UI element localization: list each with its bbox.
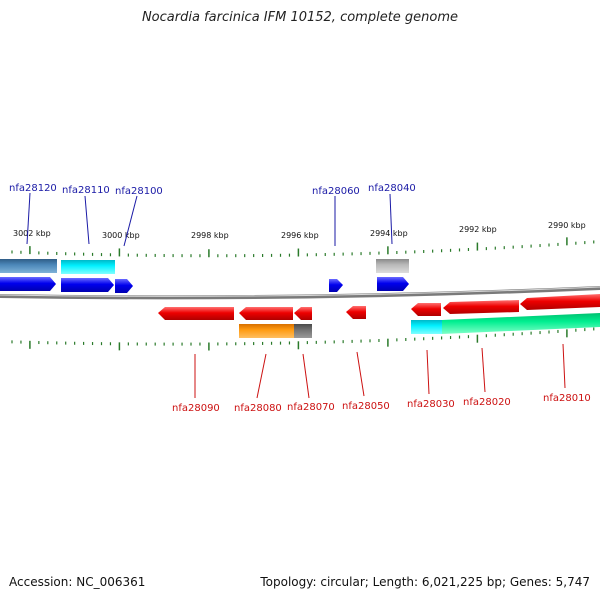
gene-label[interactable]: nfa28070	[287, 402, 335, 413]
accession-text: Accession: NC_006361	[9, 575, 146, 589]
feature-bar-nfa28110[interactable]	[61, 260, 115, 274]
gene-label[interactable]: nfa28010	[543, 393, 591, 404]
scale-tick-label: 2996 kbp	[281, 231, 319, 240]
leader-line	[302, 353, 310, 399]
gene-arrow-nfa28110[interactable]	[61, 278, 114, 292]
leader-line	[356, 351, 365, 397]
leader-line	[562, 343, 566, 389]
gene-arrow-nfa28120[interactable]	[0, 277, 56, 291]
gene-label[interactable]: nfa28100	[115, 186, 163, 197]
gene-arrow-nfa28030[interactable]	[411, 303, 441, 316]
leader-line	[26, 192, 31, 245]
gene-arrow-nfa28020[interactable]	[443, 300, 519, 314]
leader-line	[256, 353, 267, 399]
scale-tick-label: 2998 kbp	[191, 231, 229, 240]
genome-backbone	[0, 286, 600, 300]
scale-tick-label: 2992 kbp	[459, 225, 497, 234]
feature-bar-nfa28120[interactable]	[0, 259, 57, 273]
gene-arrow-nfa28040[interactable]	[377, 277, 409, 291]
scale-tick-label: 2990 kbp	[548, 221, 586, 230]
leader-line	[389, 193, 393, 245]
gene-arrow-nfa28100[interactable]	[115, 279, 133, 293]
leader-line	[481, 347, 486, 393]
genome-backbone-highlight	[0, 286, 600, 297]
gene-arrow-nfa28010[interactable]	[520, 294, 600, 310]
feature-bar-nfa28020[interactable]	[442, 313, 600, 334]
leader-line	[123, 195, 138, 247]
gene-label[interactable]: nfa28020	[463, 397, 511, 408]
gene-arrow-nfa28060[interactable]	[329, 279, 343, 292]
gene-label[interactable]: nfa28030	[407, 399, 455, 410]
outer-tick-marks	[11, 237, 595, 258]
gene-arrow-nfa28070[interactable]	[294, 307, 312, 320]
feature-bar-nfa28070[interactable]	[294, 324, 312, 338]
scale-tick-label: 3000 kbp	[102, 231, 140, 240]
inner-tick-marks	[11, 327, 595, 351]
gene-label[interactable]: nfa28040	[368, 183, 416, 194]
gene-label[interactable]: nfa28080	[234, 403, 282, 414]
map-title: Nocardia farcinica IFM 10152, complete g…	[141, 10, 459, 25]
scale-tick-label: 3002 kbp	[13, 229, 51, 238]
gene-label[interactable]: nfa28110	[62, 185, 110, 196]
leader-line	[426, 349, 430, 395]
gene-arrow-nfa28090[interactable]	[158, 307, 234, 320]
feature-bar-nfa28080[interactable]	[239, 324, 294, 338]
gene-arrow-nfa28080[interactable]	[239, 307, 293, 320]
gene-label[interactable]: nfa28060	[312, 186, 360, 197]
leader-line	[84, 195, 90, 245]
feature-bar-nfa28040[interactable]	[376, 259, 409, 273]
gene-label[interactable]: nfa28050	[342, 401, 390, 412]
feature-bar-nfa28030[interactable]	[411, 320, 442, 334]
genome-summary-text: Topology: circular; Length: 6,021,225 bp…	[260, 575, 590, 589]
scale-tick-label: 2994 kbp	[370, 229, 408, 238]
gene-arrow-nfa28050[interactable]	[346, 306, 366, 319]
gene-label[interactable]: nfa28120	[9, 183, 57, 194]
gene-label[interactable]: nfa28090	[172, 403, 220, 414]
